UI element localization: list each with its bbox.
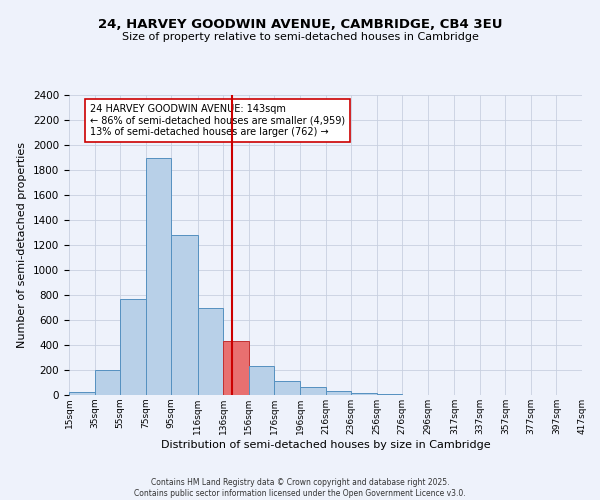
Bar — [95, 370, 120, 395]
Bar — [171, 235, 198, 395]
Bar — [325, 390, 351, 395]
Text: 24 HARVEY GOODWIN AVENUE: 143sqm
← 86% of semi-detached houses are smaller (4,95: 24 HARVEY GOODWIN AVENUE: 143sqm ← 86% o… — [89, 104, 344, 137]
Bar — [198, 308, 223, 395]
Text: Size of property relative to semi-detached houses in Cambridge: Size of property relative to semi-detach… — [122, 32, 478, 42]
Bar — [146, 158, 171, 395]
Text: 24, HARVEY GOODWIN AVENUE, CAMBRIDGE, CB4 3EU: 24, HARVEY GOODWIN AVENUE, CAMBRIDGE, CB… — [98, 18, 502, 30]
X-axis label: Distribution of semi-detached houses by size in Cambridge: Distribution of semi-detached houses by … — [161, 440, 490, 450]
Bar — [120, 298, 146, 395]
Bar — [351, 392, 377, 395]
Text: Contains HM Land Registry data © Crown copyright and database right 2025.
Contai: Contains HM Land Registry data © Crown c… — [134, 478, 466, 498]
Bar — [377, 394, 402, 395]
Bar — [249, 366, 274, 395]
Bar — [274, 381, 300, 395]
Bar — [223, 340, 249, 395]
Bar — [300, 387, 325, 395]
Bar — [69, 392, 95, 395]
Y-axis label: Number of semi-detached properties: Number of semi-detached properties — [17, 142, 28, 348]
